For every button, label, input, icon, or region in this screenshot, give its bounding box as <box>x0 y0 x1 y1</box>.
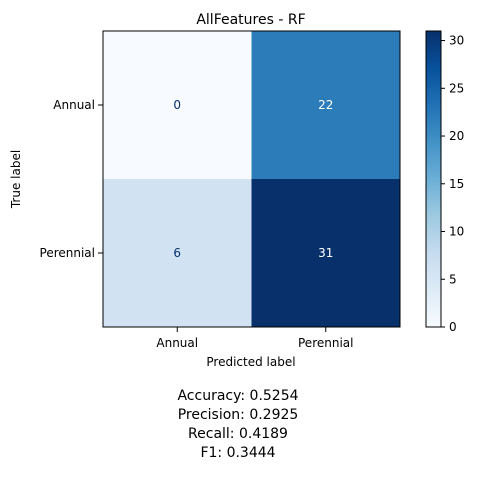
heatmap-cell <box>103 31 252 179</box>
metric-precision: Precision: 0.2925 <box>178 407 299 423</box>
x-tick-label: Annual <box>156 336 198 350</box>
heatmap-cell <box>251 31 400 179</box>
colorbar-tick-label: 25 <box>449 81 464 95</box>
axis-ticks: Annual Perennial Annual Perennial <box>40 98 354 350</box>
colorbar-tick-label: 15 <box>449 177 464 191</box>
y-tick-label: Annual <box>53 98 95 112</box>
metric-accuracy: Accuracy: 0.5254 <box>177 388 298 404</box>
cell-value-label: 31 <box>318 246 333 260</box>
chart-title: AllFeatures - RF <box>196 12 305 28</box>
cell-value-label: 22 <box>318 98 333 112</box>
colorbar-tick-label: 0 <box>449 320 457 334</box>
y-axis-label: True label <box>9 150 23 209</box>
metric-f1: F1: 0.3444 <box>200 445 275 461</box>
colorbar-tick-label: 20 <box>449 129 464 143</box>
colorbar-tick-label: 30 <box>449 34 464 48</box>
x-tick-label: Perennial <box>298 336 353 350</box>
heatmap-cell <box>251 179 400 327</box>
cell-value-label: 6 <box>173 246 181 260</box>
colorbar-tick-label: 5 <box>449 272 457 286</box>
metric-recall: Recall: 0.4189 <box>188 426 288 442</box>
heatmap-cell <box>103 179 252 327</box>
colorbar <box>425 30 442 328</box>
plot-frame <box>102 30 401 328</box>
colorbar-ticks: 0 5 10 15 20 25 30 <box>441 34 464 334</box>
heatmap-cells: 0 22 6 31 <box>103 31 400 327</box>
colorbar-tick-label: 10 <box>449 225 464 239</box>
cell-value-label: 0 <box>173 98 181 112</box>
x-axis-label: Predicted label <box>206 355 295 369</box>
y-tick-label: Perennial <box>40 246 95 260</box>
